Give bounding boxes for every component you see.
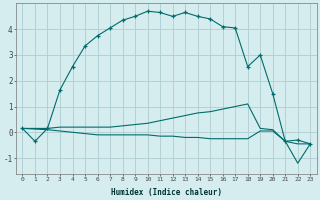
X-axis label: Humidex (Indice chaleur): Humidex (Indice chaleur) bbox=[111, 188, 222, 197]
